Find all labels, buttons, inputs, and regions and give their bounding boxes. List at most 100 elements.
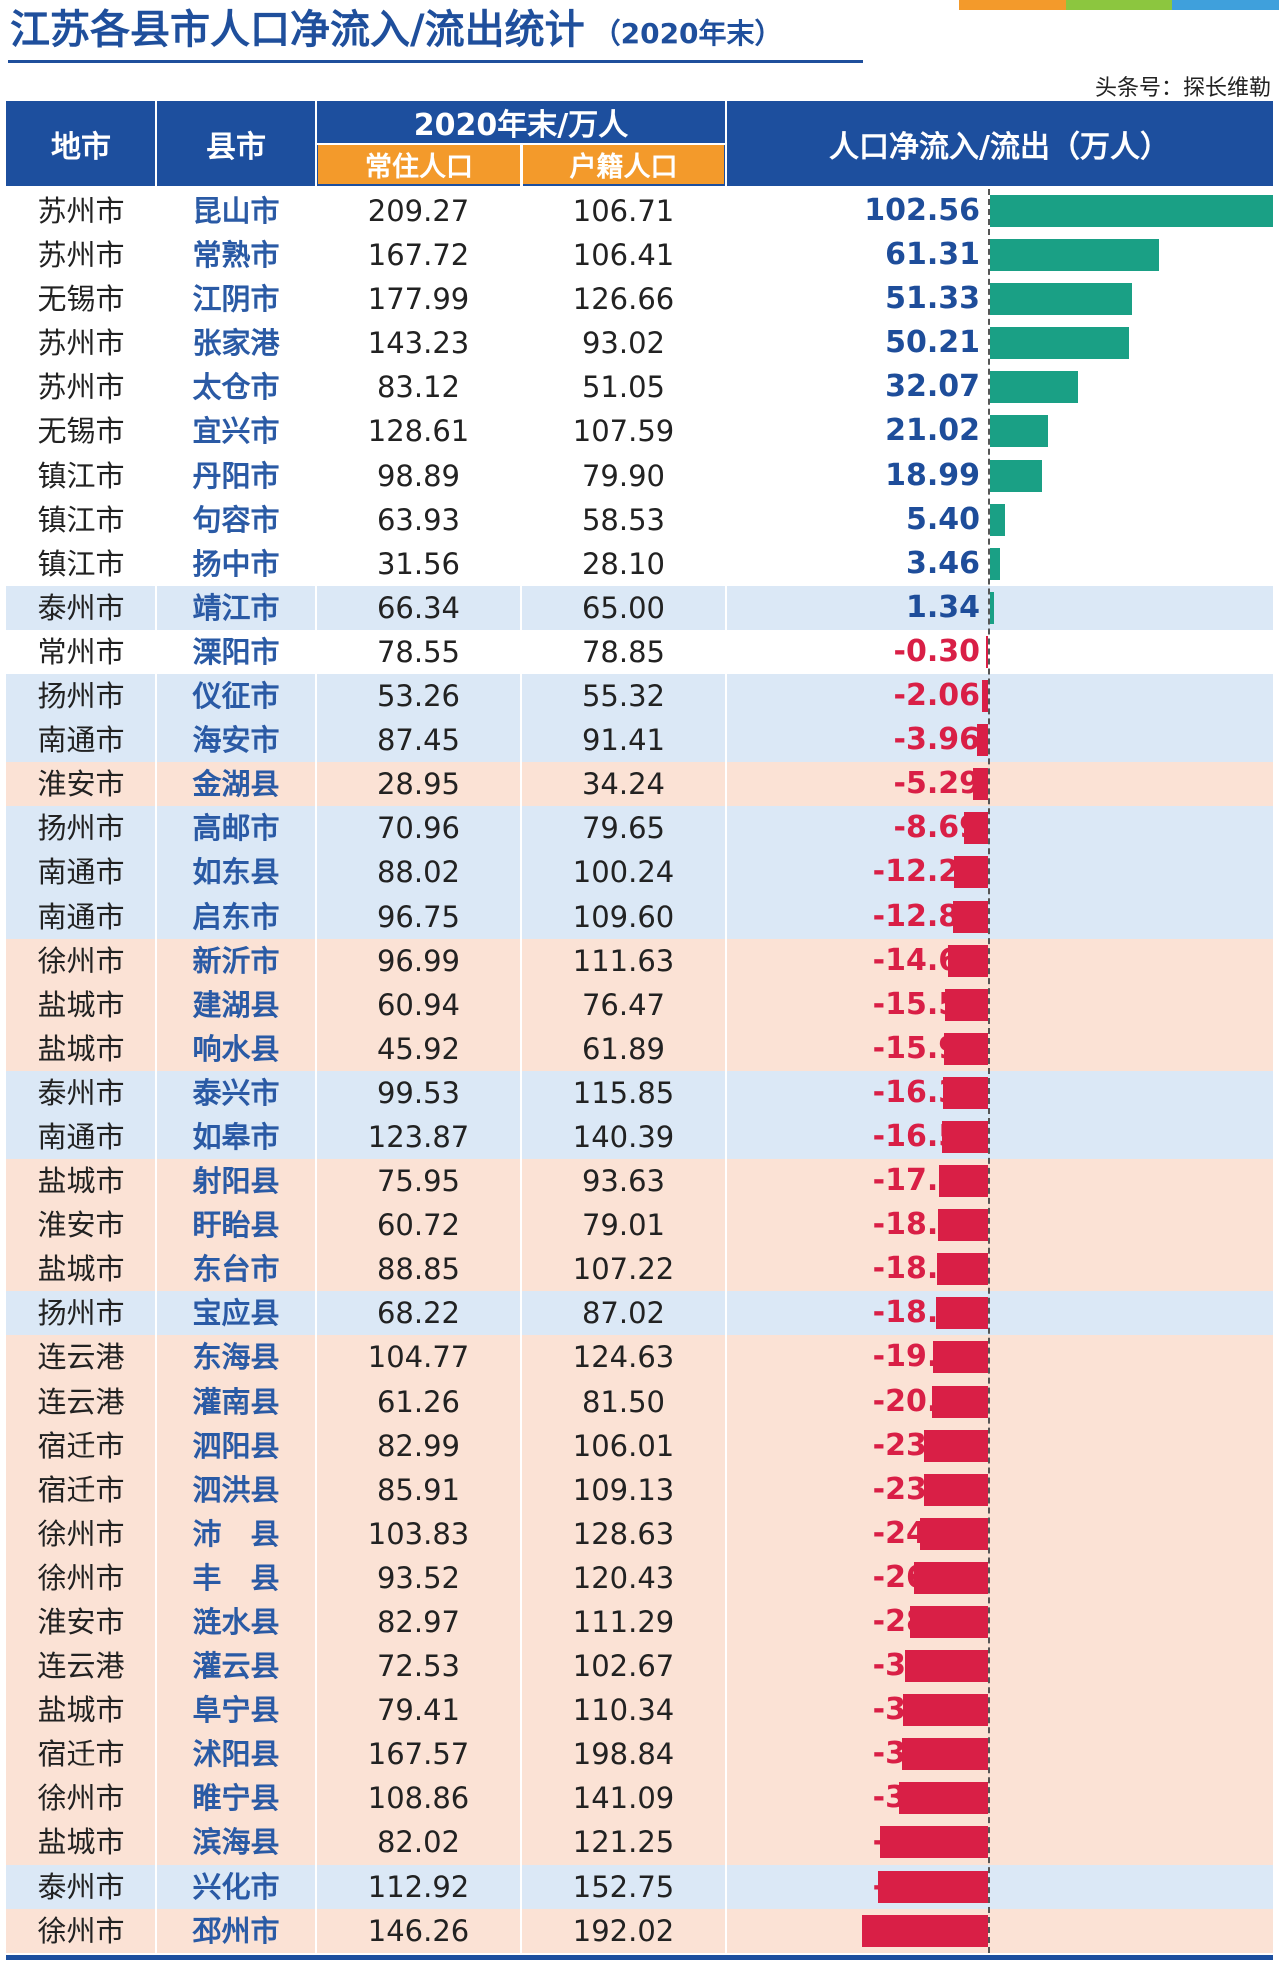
column-divider	[725, 1908, 727, 1953]
column-divider	[520, 718, 522, 763]
page-title: 江苏各县市人口净流入/流出统计 （2020年末）	[10, 4, 783, 56]
cell-net-value: 18.99	[885, 457, 980, 493]
column-divider	[155, 1555, 157, 1600]
cell-net-value: -3.96	[893, 722, 980, 758]
cell-city: 泰州市	[37, 1869, 125, 1904]
column-divider	[725, 1423, 727, 1468]
column-divider	[315, 894, 317, 939]
cell-county: 东台市	[192, 1252, 280, 1287]
column-divider	[520, 1908, 522, 1953]
column-divider	[155, 1423, 157, 1468]
cell-household: 79.90	[581, 458, 666, 493]
column-divider	[725, 850, 727, 895]
cell-household: 152.75	[572, 1869, 675, 1904]
cell-resident: 146.26	[367, 1913, 470, 1948]
table-row: 盐城市 响水县 45.92 61.89 -15.97	[6, 1026, 1273, 1071]
column-divider	[315, 233, 317, 278]
cell-resident: 88.85	[376, 1252, 461, 1287]
column-divider	[315, 1908, 317, 1953]
cell-net-value: 61.31	[885, 237, 980, 273]
net-inflow-bar	[990, 547, 1000, 580]
net-inflow-bar	[990, 591, 994, 624]
column-divider	[725, 1600, 727, 1645]
cell-household: 79.01	[581, 1208, 666, 1243]
column-divider	[725, 321, 727, 366]
column-divider	[725, 1644, 727, 1689]
zero-axis-line	[988, 189, 990, 1953]
column-divider	[315, 1776, 317, 1821]
cell-city: 宿迁市	[37, 1737, 125, 1772]
cell-county: 如东县	[192, 855, 280, 890]
column-divider	[520, 806, 522, 851]
cell-household: 76.47	[581, 987, 666, 1022]
cell-city: 泰州市	[37, 1075, 125, 1110]
cell-household: 192.02	[572, 1913, 675, 1948]
net-outflow-bar	[923, 1473, 988, 1506]
cell-resident: 68.22	[376, 1296, 461, 1331]
cell-city: 扬州市	[37, 679, 125, 714]
cell-county: 海安市	[192, 723, 280, 758]
cell-county: 新沂市	[192, 943, 280, 978]
cell-county: 滨海县	[192, 1825, 280, 1860]
cell-resident: 167.57	[367, 1737, 470, 1772]
stripe-green	[1065, 0, 1173, 10]
table-row: 南通市 如皋市 123.87 140.39 -16.52	[6, 1114, 1273, 1160]
cell-resident: 98.89	[376, 458, 461, 493]
column-divider	[315, 806, 317, 851]
table-bottom-rule	[6, 1955, 1273, 1960]
cell-city: 苏州市	[37, 326, 125, 361]
column-divider	[520, 1070, 522, 1115]
cell-city: 盐城市	[37, 1031, 125, 1066]
header-city: 地市	[51, 129, 111, 165]
column-divider	[315, 1467, 317, 1512]
table-row: 无锡市 宜兴市 128.61 107.59 21.02	[6, 409, 1273, 454]
cell-resident: 31.56	[376, 546, 461, 581]
cell-household: 110.34	[572, 1693, 675, 1728]
column-divider	[315, 1511, 317, 1556]
cell-county: 东海县	[192, 1340, 280, 1375]
net-outflow-bar	[879, 1826, 988, 1859]
column-divider	[725, 629, 727, 675]
cell-resident: 60.72	[376, 1208, 461, 1243]
cell-resident: 28.95	[376, 767, 461, 802]
table-header: 地市 县市 2020年末/万人 常住人口 户籍人口 人口净流入/流出（万人）	[6, 101, 1273, 186]
header-group: 2020年末/万人	[413, 108, 629, 143]
table-row: 淮安市 盱眙县 60.72 79.01 -18.29	[6, 1203, 1273, 1248]
column-divider	[315, 1379, 317, 1424]
column-divider	[520, 1732, 522, 1777]
cell-household: 79.65	[581, 811, 666, 846]
cell-resident: 123.87	[367, 1119, 470, 1154]
cell-county: 睢宁县	[192, 1781, 280, 1816]
column-divider	[155, 1335, 157, 1380]
header-county: 县市	[206, 129, 266, 165]
cell-county: 灌南县	[192, 1384, 280, 1419]
cell-household: 109.60	[572, 899, 675, 934]
header-divider	[155, 101, 157, 186]
cell-household: 100.24	[572, 855, 675, 890]
table-row: 连云港 灌南县 61.26 81.50 -20.24	[6, 1379, 1273, 1424]
cell-resident: 63.93	[376, 502, 461, 537]
cell-household: 93.63	[581, 1164, 666, 1199]
cell-net-value: 50.21	[885, 325, 980, 361]
cell-net-value: -8.69	[893, 810, 980, 846]
net-inflow-bar	[990, 503, 1005, 536]
cell-city: 无锡市	[37, 414, 125, 449]
table-row: 徐州市 新沂市 96.99 111.63 -14.64	[6, 938, 1273, 983]
cell-household: 93.02	[581, 326, 666, 361]
cell-city: 淮安市	[37, 767, 125, 802]
cell-household: 107.22	[572, 1252, 675, 1287]
table-row: 苏州市 常熟市 167.72 106.41 61.31	[6, 233, 1273, 278]
column-divider	[725, 1247, 727, 1292]
cell-county: 涟水县	[192, 1605, 280, 1639]
cell-county: 响水县	[192, 1031, 280, 1066]
column-divider	[725, 1026, 727, 1071]
column-divider	[725, 674, 727, 719]
table-row: 苏州市 太仓市 83.12 51.05 32.07	[6, 365, 1273, 410]
net-outflow-bar	[947, 944, 988, 977]
column-divider	[520, 585, 522, 630]
cell-household: 111.63	[572, 943, 675, 978]
column-divider	[725, 1114, 727, 1160]
